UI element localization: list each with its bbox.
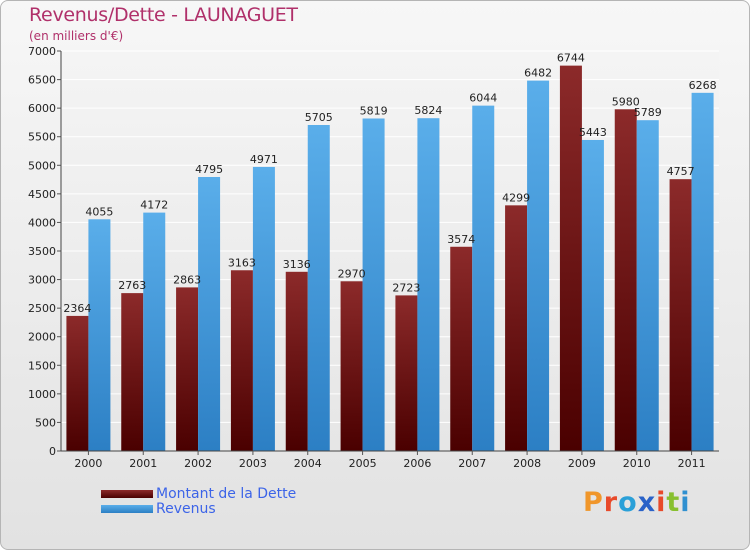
- bar-revenus: [691, 92, 714, 451]
- bar-revenus: [417, 118, 440, 451]
- proxiti-logo: Proxiti: [583, 487, 691, 518]
- y-tick-label: 4500: [28, 188, 56, 201]
- x-tick-label: 2000: [74, 457, 102, 470]
- bar-revenus: [362, 118, 385, 451]
- bar-debt: [176, 287, 199, 451]
- x-tick-label: 2010: [623, 457, 651, 470]
- x-tick-label: 2004: [294, 457, 322, 470]
- bar-debt: [505, 205, 528, 451]
- y-tick-label: 2000: [28, 331, 56, 344]
- y-tick-label: 3500: [28, 245, 56, 258]
- x-tick-label: 2005: [349, 457, 377, 470]
- data-label-revenus: 5443: [579, 126, 607, 139]
- data-label-debt: 2763: [118, 279, 146, 292]
- x-tick-label: 2009: [568, 457, 596, 470]
- data-label-debt: 2723: [392, 281, 420, 294]
- logo-letter: i: [680, 487, 691, 518]
- y-tick-label: 2500: [28, 302, 56, 315]
- data-label-revenus: 6044: [469, 92, 497, 105]
- x-tick-label: 2007: [458, 457, 486, 470]
- bar-revenus: [198, 177, 221, 451]
- chart-subtitle: (en milliers d'€): [29, 29, 124, 43]
- legend-label-debt: Montant de la Dette: [156, 486, 297, 502]
- y-tick-label: 500: [35, 416, 56, 429]
- data-label-debt: 5980: [612, 95, 640, 108]
- data-label-revenus: 4172: [140, 199, 168, 212]
- logo-letter: i: [656, 487, 667, 518]
- data-label-revenus: 5819: [360, 104, 388, 117]
- bar-debt: [450, 246, 473, 451]
- x-tick-label: 2001: [129, 457, 157, 470]
- bar-debt: [230, 270, 253, 451]
- legend-swatch-revenus: [101, 505, 153, 513]
- logo-letter: P: [583, 487, 604, 518]
- legend-swatch-debt: [101, 490, 153, 498]
- bar-debt: [340, 281, 363, 451]
- data-label-debt: 3136: [283, 258, 311, 271]
- bar-revenus: [581, 139, 604, 451]
- y-tick-label: 5000: [28, 159, 56, 172]
- x-tick-label: 2003: [239, 457, 267, 470]
- y-tick-label: 5500: [28, 131, 56, 144]
- bar-revenus: [252, 166, 275, 451]
- bar-revenus: [88, 219, 111, 451]
- bar-debt: [395, 295, 418, 451]
- data-label-debt: 2970: [338, 267, 366, 280]
- y-tick-label: 6000: [28, 102, 56, 115]
- data-label-revenus: 4971: [250, 153, 278, 166]
- data-label-revenus: 5705: [305, 111, 333, 124]
- data-label-debt: 3163: [228, 256, 256, 269]
- data-label-debt: 6744: [557, 52, 585, 65]
- y-tick-label: 6500: [28, 74, 56, 87]
- data-label-revenus: 5789: [634, 106, 662, 119]
- bar-revenus: [636, 120, 659, 451]
- legend-label-revenus: Revenus: [156, 501, 216, 517]
- bar-debt: [66, 315, 89, 451]
- data-label-revenus: 4795: [195, 163, 223, 176]
- y-tick-label: 0: [49, 445, 56, 458]
- bar-debt: [669, 179, 692, 451]
- x-tick-label: 2011: [678, 457, 706, 470]
- data-label-revenus: 4055: [85, 205, 113, 218]
- data-label-debt: 3574: [447, 233, 475, 246]
- bar-revenus: [527, 80, 550, 451]
- bar-debt: [285, 271, 308, 451]
- logo-letter: o: [618, 487, 638, 518]
- x-tick-label: 2008: [513, 457, 541, 470]
- y-tick-label: 1000: [28, 388, 56, 401]
- y-tick-label: 3000: [28, 274, 56, 287]
- bar-debt: [559, 65, 582, 451]
- data-label-debt: 2863: [173, 273, 201, 286]
- data-label-revenus: 6482: [524, 67, 552, 80]
- logo-letter: t: [666, 487, 681, 518]
- data-label-debt: 4299: [502, 191, 530, 204]
- data-label-debt: 4757: [667, 165, 695, 178]
- x-tick-label: 2002: [184, 457, 212, 470]
- y-tick-label: 1500: [28, 359, 56, 372]
- bar-debt: [614, 109, 637, 452]
- bar-revenus: [472, 105, 495, 451]
- y-tick-label: 4000: [28, 216, 56, 229]
- x-tick-label: 2006: [403, 457, 431, 470]
- data-label-debt: 2364: [63, 302, 91, 315]
- data-label-revenus: 5824: [414, 104, 442, 117]
- y-tick-label: 7000: [28, 45, 56, 58]
- chart-title: Revenus/Dette - LAUNAGUET: [29, 4, 298, 26]
- bar-revenus: [143, 212, 166, 451]
- logo-letter: x: [637, 487, 657, 518]
- data-label-revenus: 6268: [689, 79, 717, 92]
- bar-debt: [121, 293, 144, 451]
- logo-letter: r: [603, 487, 619, 518]
- bar-revenus: [307, 125, 330, 451]
